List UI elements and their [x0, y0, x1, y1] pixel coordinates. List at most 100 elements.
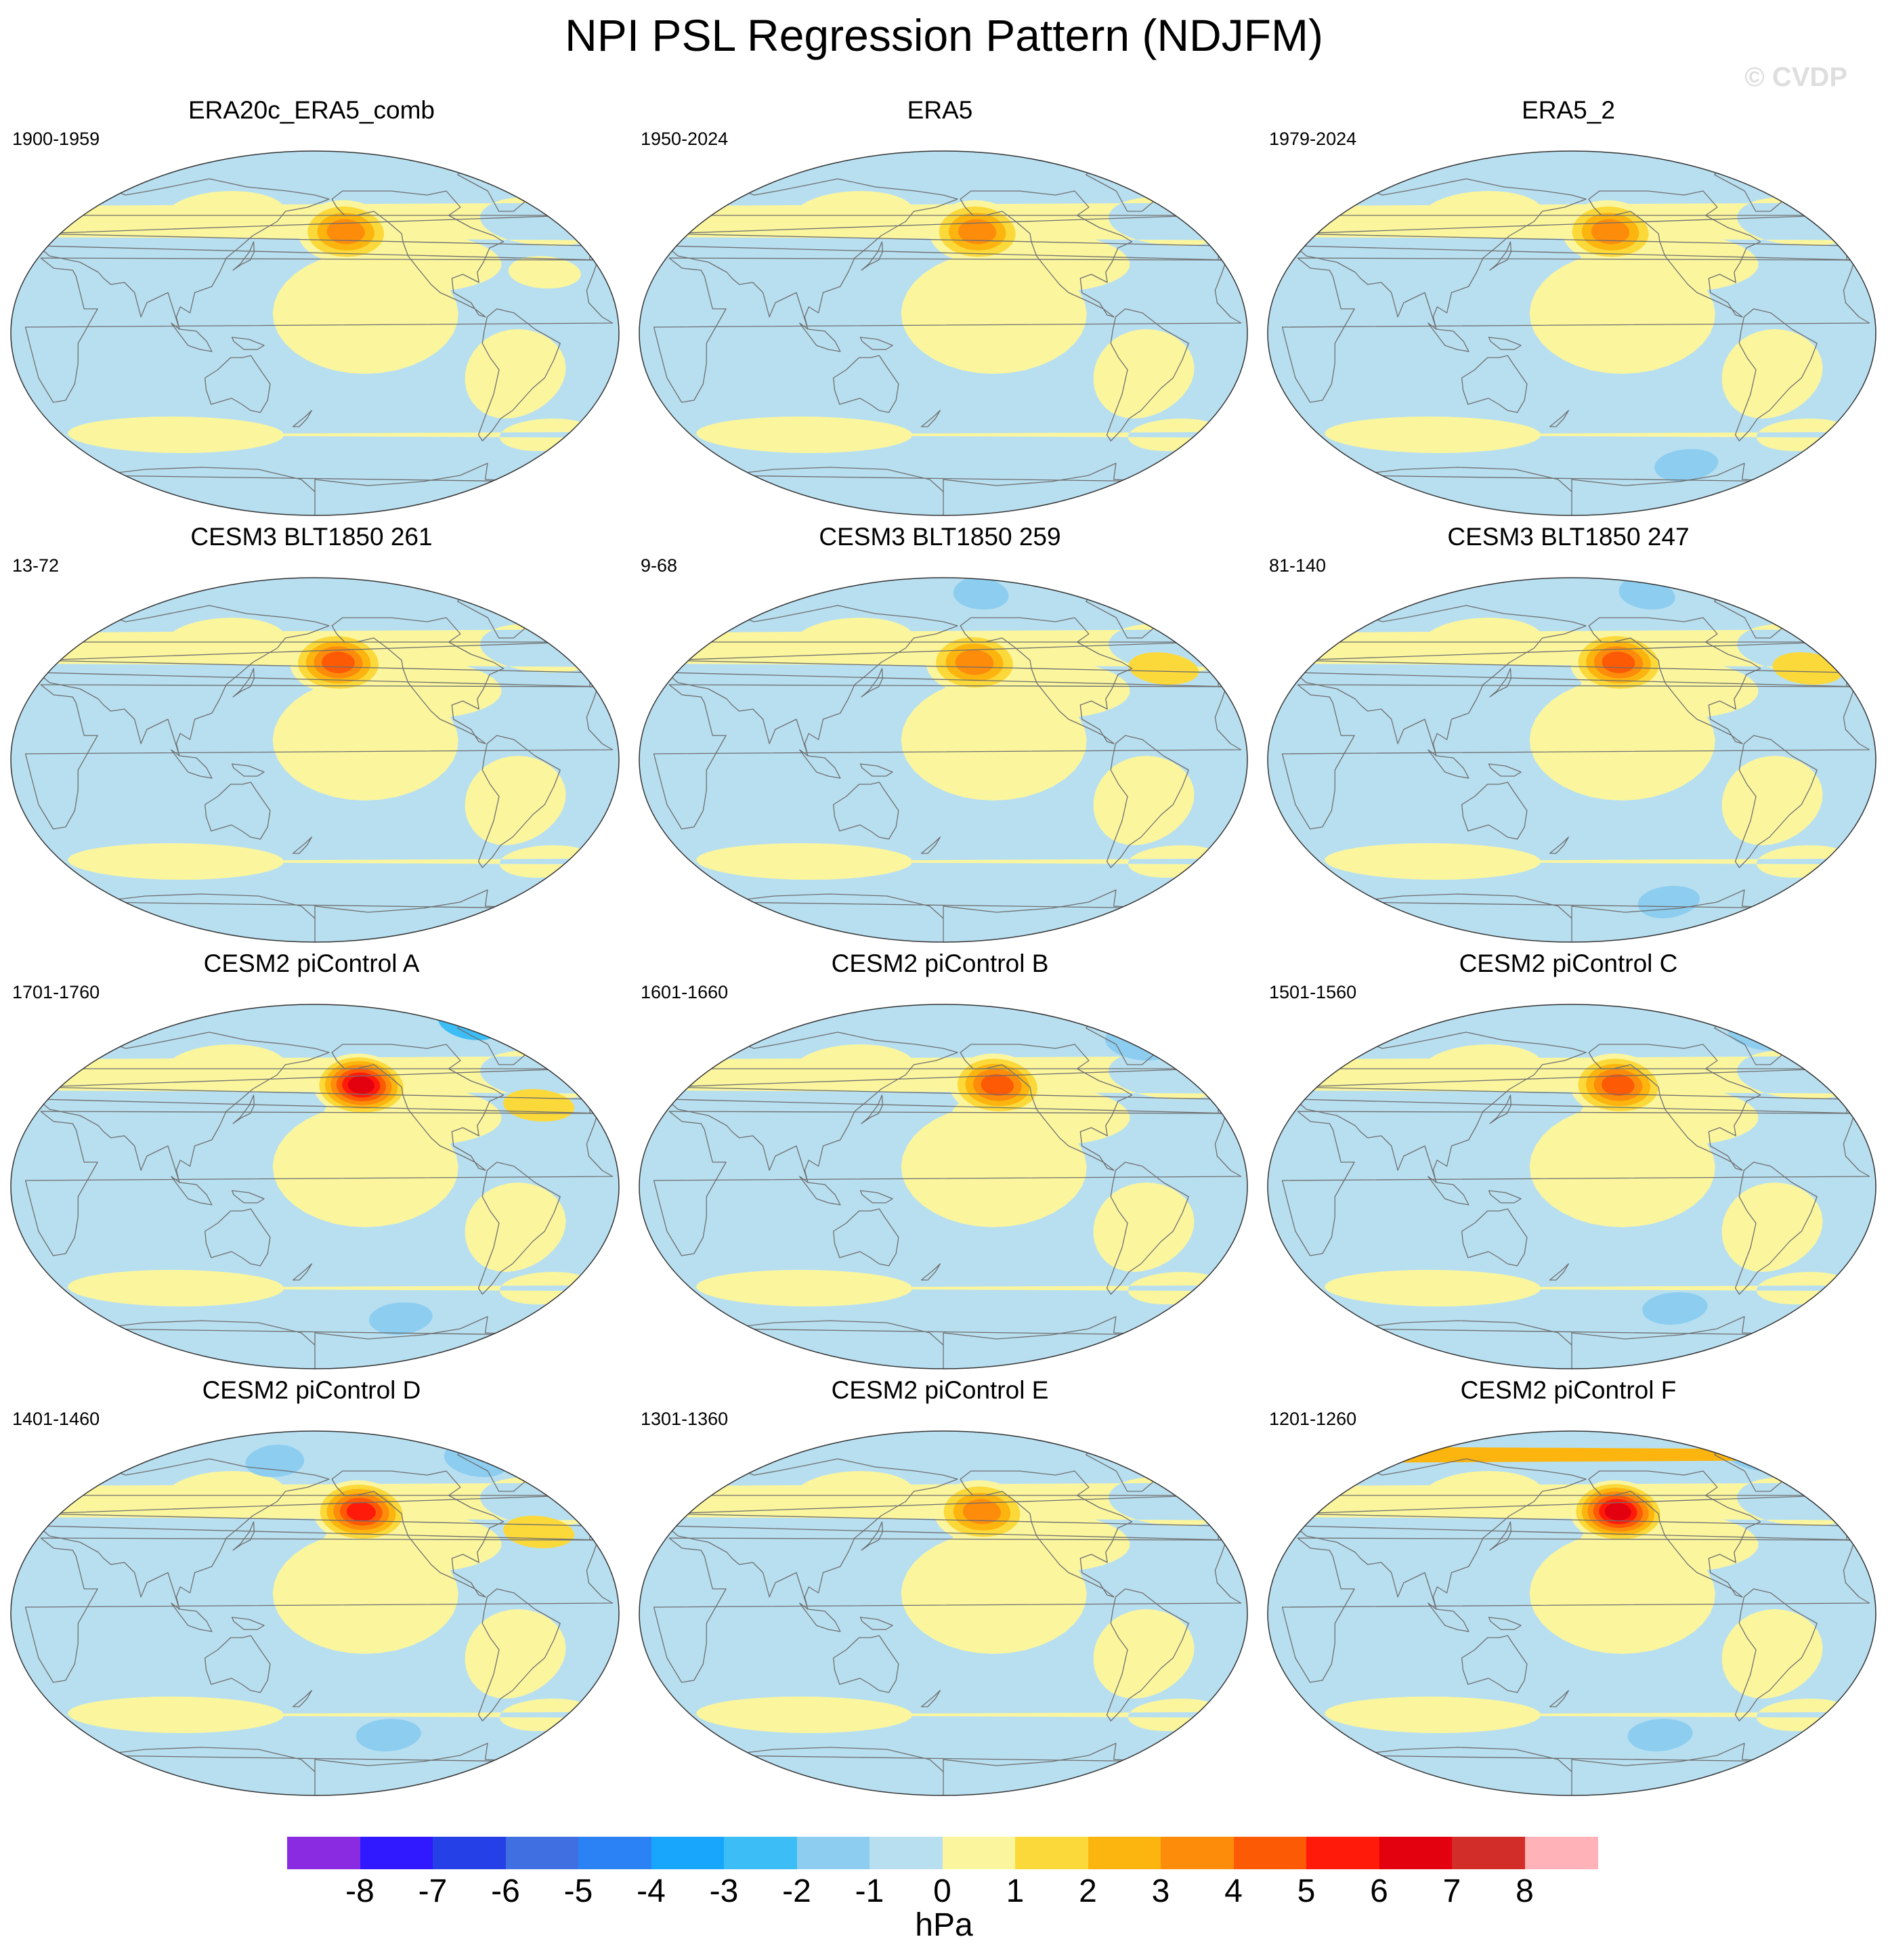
coastline	[231, 763, 265, 777]
map-panel: CESM2 piControl A 1701-1760	[0, 948, 623, 1369]
field-anomaly-low	[355, 876, 419, 908]
npi-contour	[322, 652, 355, 673]
coastline	[653, 1537, 1242, 1683]
field-positive	[1424, 1471, 1543, 1512]
panel-years: 1401-1460	[12, 1409, 100, 1429]
field-positive	[465, 756, 566, 845]
field-positive	[1424, 1044, 1543, 1085]
field-positive	[796, 191, 914, 232]
coastline	[292, 410, 312, 427]
npi-contour	[955, 649, 994, 675]
coastline	[232, 1521, 255, 1551]
panel-title: CESM2 piControl E	[831, 1376, 1049, 1404]
panel-years: 1201-1260	[1269, 1409, 1357, 1429]
map-panel: CESM2 piControl C 1501-1560	[1257, 948, 1880, 1369]
map-svg	[639, 577, 1248, 943]
colorbar-swatch	[870, 1837, 943, 1869]
field-anomaly-low	[73, 152, 551, 183]
coastline	[1461, 355, 1528, 413]
field-positive	[1424, 618, 1543, 658]
panel-years: 9-68	[641, 555, 678, 576]
field-positive	[1093, 756, 1195, 845]
map-svg	[10, 577, 620, 943]
field-positive	[37, 1272, 594, 1304]
field-positive	[666, 1272, 1222, 1304]
field-positive	[167, 191, 286, 232]
field-anomaly-high	[1128, 652, 1199, 685]
coastline	[1489, 1521, 1511, 1551]
map-panel: ERA5 1950-2024	[628, 95, 1251, 516]
colorbar-swatch	[433, 1837, 506, 1869]
colorbar-swatch	[1306, 1837, 1379, 1869]
coastline	[799, 749, 841, 779]
coastline	[231, 337, 265, 350]
coastline	[1428, 749, 1469, 779]
panel-title: CESM2 piControl B	[831, 950, 1049, 977]
world-map	[1267, 150, 1876, 516]
world-map	[1267, 1004, 1876, 1369]
npi-contour	[1604, 1503, 1631, 1520]
npi-contour	[1591, 219, 1629, 244]
coastline	[1281, 1537, 1870, 1683]
coastline	[653, 257, 1242, 403]
coastline	[920, 410, 941, 427]
colorbar-label: 1	[1006, 1873, 1025, 1909]
colorbar-label: 7	[1442, 1873, 1461, 1909]
colorbar-label: 5	[1297, 1873, 1316, 1909]
coastline	[920, 836, 941, 854]
map-border	[10, 577, 620, 943]
world-map	[639, 1004, 1248, 1369]
panel-years: 81-140	[1269, 555, 1327, 576]
map-svg	[1267, 150, 1876, 516]
coastline	[232, 1094, 255, 1124]
coastline	[1549, 1690, 1569, 1707]
colorbar-swatch	[942, 1837, 1016, 1869]
map-svg	[1267, 1004, 1876, 1369]
coastline	[477, 308, 561, 442]
map-panel: CESM2 piControl E 1301-1360	[628, 1375, 1251, 1796]
coastline	[960, 190, 1133, 318]
colorbar-swatch	[651, 1837, 725, 1869]
map-svg	[1267, 1430, 1876, 1796]
map-border	[639, 150, 1248, 516]
field-positive	[1721, 329, 1823, 419]
map-svg	[639, 150, 1248, 516]
map-border	[639, 1004, 1248, 1369]
coastline	[292, 1690, 312, 1707]
colorbar-label: -3	[709, 1873, 739, 1909]
field-positive	[666, 419, 1222, 451]
map-panel: CESM2 piControl F 1201-1260	[1257, 1375, 1880, 1796]
map-border	[1267, 1004, 1876, 1369]
coastline	[1549, 1263, 1569, 1281]
map-border	[1267, 1430, 1876, 1796]
map-border	[10, 1430, 620, 1796]
field-anomaly-high	[508, 256, 581, 289]
field-positive	[796, 1044, 914, 1085]
field-positive	[167, 618, 286, 658]
field-positive	[1294, 1699, 1851, 1731]
coastline	[1734, 735, 1818, 868]
panel-years: 1501-1560	[1269, 982, 1357, 1002]
field-positive	[465, 1183, 566, 1272]
panel-title: ERA5_2	[1522, 96, 1615, 124]
coastline	[920, 1263, 941, 1281]
coastline	[833, 782, 899, 840]
coastline	[1489, 241, 1511, 271]
panel-years: 1301-1360	[641, 1409, 729, 1429]
coastline	[799, 1176, 841, 1206]
colorbar-label: 0	[933, 1873, 951, 1909]
coastline	[1588, 1470, 1761, 1598]
field-positive	[796, 618, 914, 658]
coastline	[799, 322, 841, 352]
colorbar-label: 6	[1370, 1873, 1388, 1909]
coastline	[292, 836, 312, 854]
field-anomaly-low	[1627, 1719, 1693, 1751]
colorbar-label: -1	[855, 1873, 884, 1909]
colorbar-label: -7	[418, 1873, 448, 1909]
coastline	[1106, 735, 1189, 868]
field-positive	[465, 1609, 566, 1699]
colorbar-swatch	[1088, 1837, 1161, 1869]
panel-title: CESM2 piControl D	[202, 1376, 421, 1404]
field-positive	[37, 1699, 594, 1731]
coastline	[960, 1470, 1133, 1598]
